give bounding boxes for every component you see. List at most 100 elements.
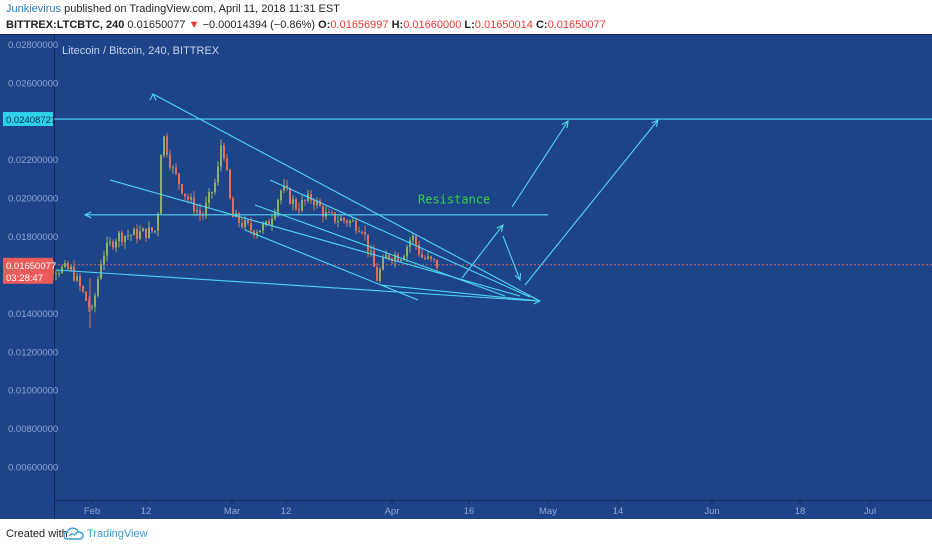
chart-background <box>0 34 932 519</box>
x-tick-label-4: Apr <box>385 506 400 517</box>
candle-body <box>262 224 264 231</box>
candle-body <box>436 259 438 268</box>
candle-body <box>187 196 189 200</box>
y-tick-label-3: 0.02000000 <box>8 194 58 205</box>
x-tick-label-3: 12 <box>281 506 292 517</box>
candle-body <box>238 213 240 223</box>
close-value: 0.01650077 <box>547 19 606 31</box>
candle-body <box>67 263 69 270</box>
tradingview-brand[interactable]: TradingView <box>87 528 148 540</box>
candle-body <box>283 185 285 191</box>
candle-body <box>124 236 126 243</box>
ohlc-line: BITTREX:LTCBTC, 240 0.01650077 ▼ −0.0001… <box>6 19 606 31</box>
current-price-tag <box>3 257 53 284</box>
candle-body <box>247 220 249 224</box>
low-label: L: <box>464 19 475 31</box>
candle-body <box>211 191 213 193</box>
candle-body <box>343 217 345 221</box>
candle-body <box>181 184 183 194</box>
candle-body <box>400 259 402 261</box>
x-tick-label-7: 14 <box>613 506 624 517</box>
candle-body <box>217 166 219 183</box>
horizontal-ray-arrowhead <box>83 211 92 219</box>
candle-body <box>76 275 78 281</box>
high-value: 0.01660000 <box>403 19 462 31</box>
candle-body <box>406 246 408 257</box>
candle-body <box>133 229 135 236</box>
y-tick-label-6: 0.01200000 <box>8 347 58 358</box>
x-tick-label-10: Jul <box>864 506 876 517</box>
price-change: −0.00014394 (−0.86%) <box>202 19 316 31</box>
candle-body <box>253 230 255 236</box>
y-tick-label-8: 0.00800000 <box>8 424 58 435</box>
candle-body <box>79 275 81 287</box>
candle-body <box>268 221 270 225</box>
candle-body <box>127 235 129 237</box>
candle-body <box>346 220 348 224</box>
tradingview-cloud-icon[interactable] <box>64 527 84 541</box>
candle-body <box>421 254 423 258</box>
candle-body <box>415 235 417 245</box>
candle-body <box>313 200 315 206</box>
candle-body <box>58 272 60 274</box>
x-tick-label-0: Feb <box>84 506 100 517</box>
candle-body <box>280 190 282 201</box>
x-tick-label-5: 16 <box>464 506 475 517</box>
price-chart[interactable]: Litecoin / Bitcoin, 240, BITTREX 0.02800… <box>0 34 932 519</box>
published-text: published on TradingView.com, April 11, … <box>64 3 340 15</box>
candle-body <box>340 217 342 221</box>
projection-up-2-arrowhead <box>651 119 659 127</box>
candle-body <box>250 223 252 231</box>
candle-body <box>328 212 330 214</box>
candle-body <box>166 136 168 155</box>
candle-body <box>403 256 405 260</box>
candle-body <box>136 229 138 239</box>
y-tick-label-0: 0.02800000 <box>8 40 58 51</box>
candle-body <box>334 212 336 222</box>
candle-body <box>163 136 165 156</box>
candle-body <box>355 220 357 231</box>
candle-body <box>256 232 258 236</box>
candle-body <box>130 235 132 237</box>
candle-body <box>298 208 300 211</box>
candle-body <box>85 291 87 301</box>
last-price: 0.01650077 <box>127 19 186 31</box>
long-support-trendline <box>55 269 539 302</box>
projection-up-3-arrowhead <box>561 119 569 129</box>
x-tick-label-1: 12 <box>141 506 152 517</box>
resistance-level-tag-text: 0.02408721 <box>6 115 56 126</box>
candle-body <box>193 197 195 212</box>
candle-body <box>382 258 384 270</box>
resistance-label: Resistance <box>418 193 490 207</box>
wedge-top-arrowhead <box>149 92 157 101</box>
candle-body <box>361 231 363 233</box>
high-label: H: <box>391 19 404 31</box>
candle-body <box>241 222 243 228</box>
time-axis: Feb 12 Mar 12 Apr 16 May 14 Jun 18 Jul <box>84 500 876 517</box>
candle-body <box>289 188 291 204</box>
candle-body <box>301 200 303 211</box>
candle-body <box>418 244 420 255</box>
candle-body <box>292 199 294 204</box>
candle-body <box>142 228 144 232</box>
candle-body <box>139 231 141 239</box>
current-price-tag-text: 0.01650077 <box>6 261 56 272</box>
author-link[interactable]: Junkievirus <box>6 3 62 15</box>
candle-body <box>199 210 201 215</box>
candle-body <box>190 197 192 200</box>
candle-body <box>94 295 96 307</box>
candle-body <box>82 286 84 292</box>
candle-body <box>331 212 333 214</box>
candle-body <box>148 227 150 238</box>
candle-body <box>103 255 105 265</box>
channel-upper-line <box>269 179 531 298</box>
y-tick-label-2: 0.02200000 <box>8 155 58 166</box>
candle-body <box>316 200 318 206</box>
candle-body <box>145 228 147 238</box>
candle-body <box>349 220 351 224</box>
candle-body <box>205 202 207 216</box>
candle-body <box>274 212 276 219</box>
symbol-label: BITTREX:LTCBTC, 240 <box>6 19 125 31</box>
candle-body <box>376 266 378 281</box>
candle-body <box>325 212 327 217</box>
